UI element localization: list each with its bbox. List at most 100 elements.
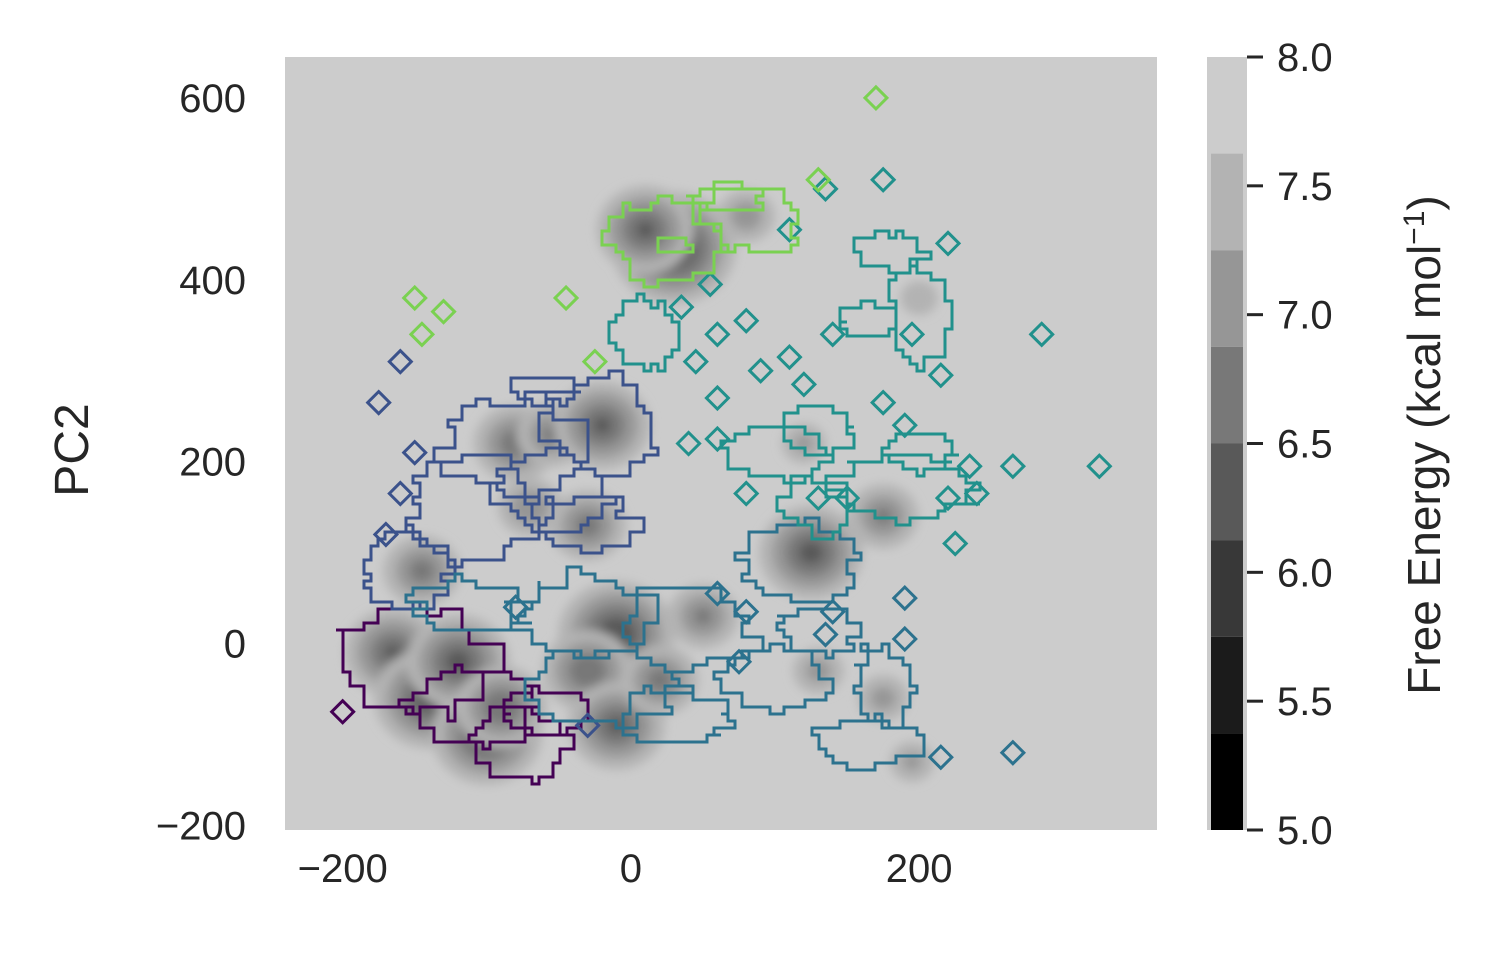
cluster-contour — [621, 586, 765, 674]
energy-contour — [593, 417, 611, 434]
energy-contour — [636, 221, 655, 238]
colorbar-tick-label: 5.0 — [1277, 809, 1333, 853]
cluster-outlines — [329, 84, 1113, 786]
cluster-contour — [838, 299, 898, 338]
x-tick-label: −200 — [298, 847, 388, 891]
colorbar-band — [1211, 57, 1243, 154]
cluster-contour — [509, 376, 581, 408]
cluster-diamond — [387, 348, 414, 375]
energy-well — [759, 505, 863, 600]
y-tick-label: 200 — [179, 441, 246, 485]
cluster-contour — [782, 404, 856, 457]
cluster-diamond — [733, 480, 760, 507]
cluster-diamond — [365, 389, 392, 416]
colorbar-tick-label: 7.5 — [1277, 165, 1333, 209]
y-tick-label: 0 — [224, 623, 246, 667]
cluster-contour — [600, 194, 730, 289]
energy-contour — [694, 608, 712, 625]
cluster-contour — [686, 180, 765, 212]
cluster-diamond — [697, 271, 724, 298]
cluster-diamond — [776, 343, 803, 371]
colorbar-tick-label: 6.5 — [1277, 423, 1333, 467]
energy-well — [717, 190, 775, 243]
cluster-contour — [775, 474, 856, 541]
cluster-diamond — [733, 307, 760, 334]
cluster-contour — [810, 719, 926, 772]
colorbar-band — [1211, 540, 1243, 637]
cluster-diamond — [668, 293, 695, 321]
y-tick-label: 400 — [179, 259, 246, 303]
cluster-contour — [887, 257, 954, 373]
cluster-diamond — [927, 744, 954, 771]
cluster-diamond — [812, 175, 839, 202]
cluster-diamond — [704, 384, 731, 412]
cluster-diamond — [682, 348, 709, 375]
cluster-contour — [336, 607, 506, 723]
cluster-diamond — [812, 621, 839, 648]
energy-contour — [900, 280, 938, 315]
cluster-diamond — [934, 484, 962, 512]
cluster-diamond — [999, 453, 1026, 480]
cluster-contour — [404, 572, 534, 632]
energy-contour — [798, 541, 824, 564]
cluster-contour — [733, 516, 863, 604]
cluster-contour — [607, 292, 681, 373]
colorbar-band — [1211, 250, 1243, 347]
x-axis-ticks: −200 0 200 — [298, 847, 953, 891]
cluster-diamond — [1028, 321, 1055, 348]
y-tick-label: 600 — [179, 77, 246, 121]
cluster-diamond — [934, 230, 962, 257]
cluster-diamond — [372, 521, 400, 548]
cluster-contour — [775, 607, 863, 660]
cluster-diamond — [704, 425, 731, 453]
cluster-diamond — [790, 371, 817, 398]
colorbar-band — [1211, 733, 1243, 830]
energy-contour — [871, 687, 896, 710]
cluster-contour — [502, 684, 595, 737]
cluster-diamond — [401, 284, 428, 312]
cluster-diamond — [552, 284, 580, 312]
cluster-diamond — [329, 698, 356, 725]
cluster-diamond — [704, 321, 731, 348]
energy-well — [847, 484, 919, 549]
energy-contour — [730, 202, 762, 231]
cluster-diamond — [819, 598, 846, 625]
cluster-diamond — [862, 84, 890, 112]
cluster-contour — [621, 684, 737, 744]
cluster-series — [329, 607, 595, 786]
cluster-contour — [397, 663, 541, 751]
cluster-diamond — [891, 625, 918, 653]
colorbar-tick-label: 7.0 — [1277, 294, 1333, 338]
energy-contour — [445, 650, 471, 673]
cluster-contour — [537, 369, 660, 478]
cluster-diamond — [870, 389, 897, 416]
cluster-contour — [698, 187, 800, 254]
colorbar-tick-label: 8.0 — [1277, 36, 1333, 80]
x-tick-label: 200 — [886, 847, 953, 891]
energy-well — [857, 675, 909, 722]
cluster-contour — [467, 705, 576, 786]
energy-contour — [903, 753, 921, 770]
cluster-series — [607, 166, 1113, 557]
cluster-diamond — [805, 484, 832, 512]
cluster-diamond — [898, 321, 926, 348]
cluster-contour — [656, 236, 695, 254]
cluster-diamond — [387, 480, 414, 507]
cluster-contour — [432, 390, 590, 506]
y-tick-label: −200 — [156, 804, 246, 848]
cluster-diamond — [963, 480, 990, 507]
cluster-diamond — [574, 712, 601, 739]
cluster-diamond — [891, 412, 918, 439]
cluster-diamond — [833, 484, 861, 512]
cluster-diamond — [747, 357, 774, 384]
cluster-diamond — [870, 166, 897, 193]
cluster-diamond — [675, 430, 702, 457]
cluster-diamond — [805, 166, 832, 193]
cluster-diamond — [819, 321, 846, 348]
energy-well — [621, 644, 699, 715]
cluster-diamond — [999, 739, 1026, 766]
colorbar-band — [1211, 346, 1243, 444]
colorbar-band — [1211, 153, 1243, 251]
